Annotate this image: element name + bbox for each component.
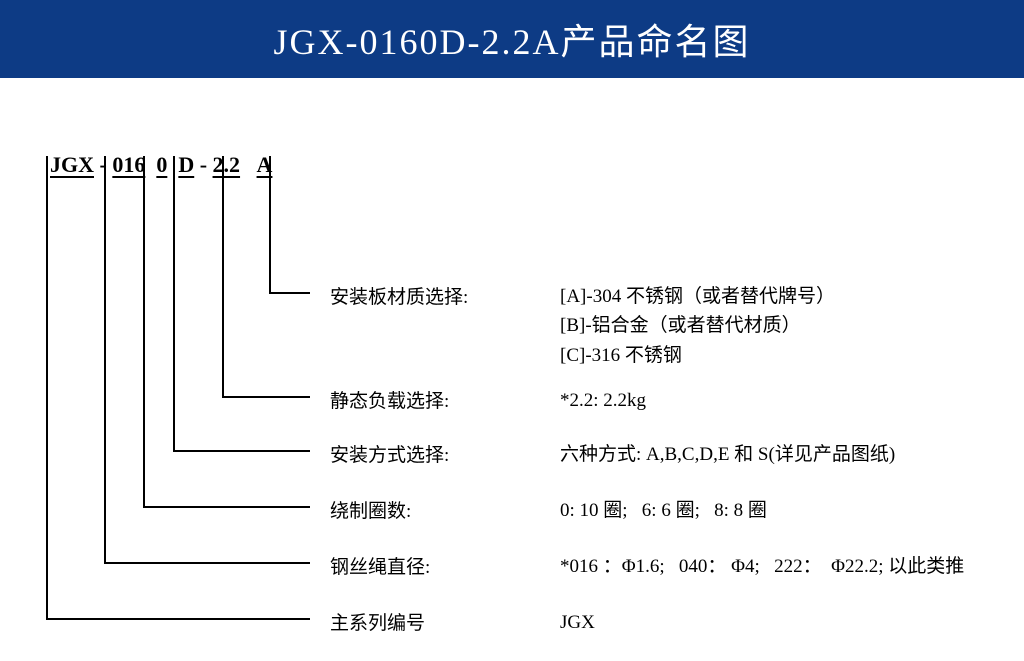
connector-hline [143,506,310,508]
code-seg-jgx: JGX [50,152,94,178]
connector-vline [222,156,224,396]
row-desc: JGX [560,608,595,637]
page-title: JGX-0160D-2.2A产品命名图 [274,13,751,65]
header-banner: JGX-0160D-2.2A产品命名图 [0,0,1024,78]
naming-diagram: JGX - 016 0 D - 2.2 A 安装板材质选择: [A]-304 不锈… [0,78,1024,661]
row-desc: [A]-304 不锈钢（或者替代牌号） [B]-铝合金（或者替代材质） [C]-… [560,282,835,370]
row-desc: *016 ：Φ1.6; 040： Φ4; 222： Φ22.2; 以此类推 [560,552,964,581]
connector-hline [222,396,310,398]
connector-hline [269,292,310,294]
connector-vline [173,156,175,450]
row-desc: *2.2: 2.2kg [560,386,646,415]
connector-hline [46,618,310,620]
code-seg-22: 2.2 [213,152,241,178]
row-label: 钢丝绳直径: [330,552,430,579]
row-label: 安装方式选择: [330,440,449,467]
code-seg-0: 0 [156,152,167,178]
row-label: 安装板材质选择: [330,282,468,309]
product-code: JGX - 016 0 D - 2.2 A [28,126,272,204]
row-desc: 六种方式: A,B,C,D,E 和 S(详见产品图纸) [560,440,895,469]
connector-hline [173,450,310,452]
row-label: 主系列编号 [330,608,425,635]
row-label: 绕制圈数: [330,496,411,523]
row-label: 静态负载选择: [330,386,449,413]
connector-vline [143,156,145,506]
connector-vline [46,156,48,618]
connector-hline [104,562,310,564]
code-seg-d: D [178,152,194,178]
connector-vline [104,156,106,562]
code-seg-016: 016 [112,152,145,178]
connector-vline [269,156,271,292]
row-desc: 0: 10 圈; 6: 6 圈; 8: 8 圈 [560,496,767,525]
